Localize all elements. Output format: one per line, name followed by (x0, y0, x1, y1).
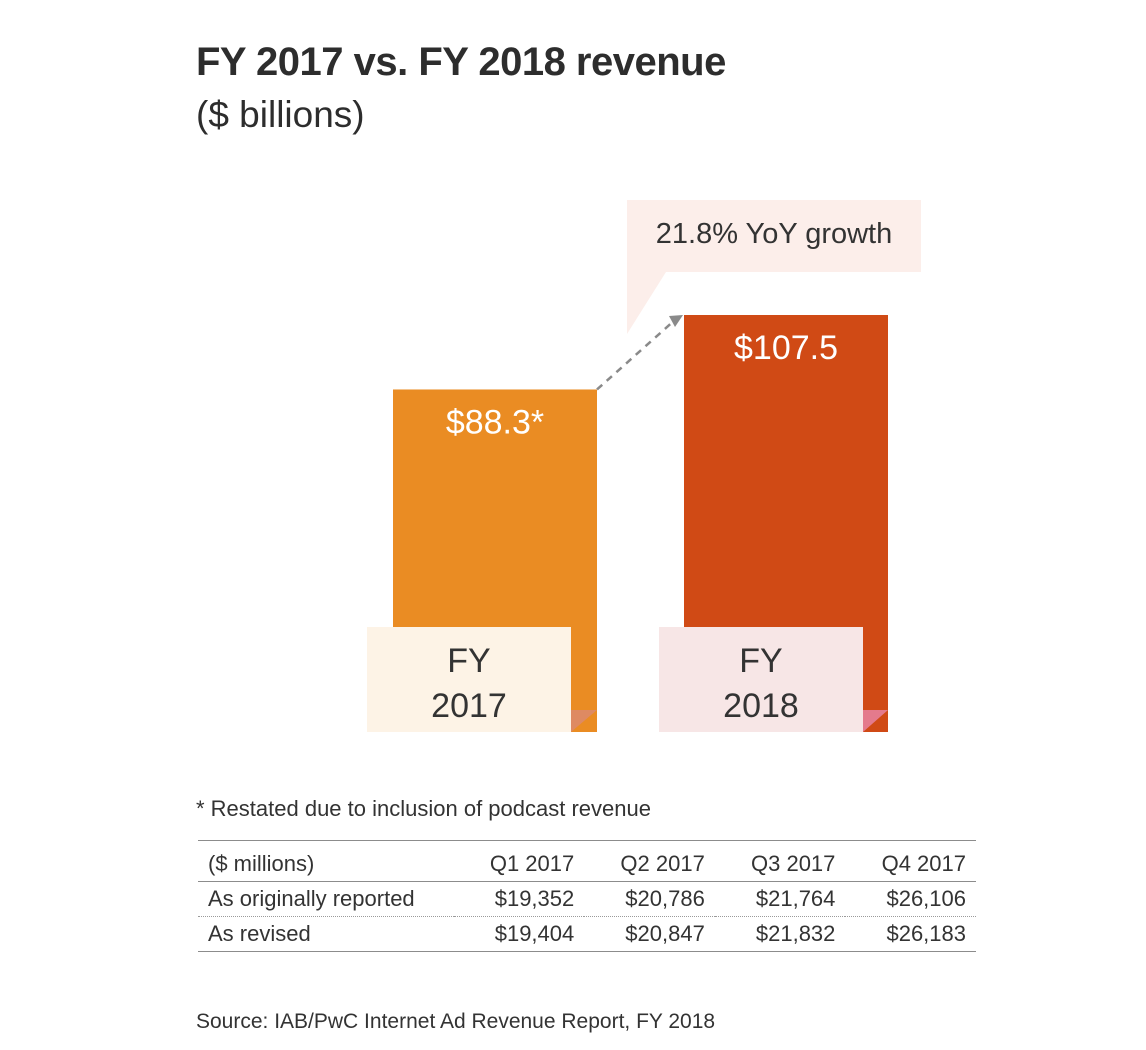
cell-q3: $21,764 (755, 886, 836, 911)
restated-footnote: * Restated due to inclusion of podcast r… (196, 796, 651, 821)
table-header-q4: Q4 2017 (881, 851, 966, 876)
row-label: As revised (208, 921, 311, 946)
growth-arrow-head (669, 315, 683, 327)
bar-corner-fold (571, 710, 597, 732)
cell-q3: $21,832 (755, 921, 836, 946)
cell-q4: $26,106 (886, 886, 966, 911)
cell-q1: $19,404 (494, 921, 575, 946)
revenue-bar-chart: 21.8% YoY growth $88.3* FY 2017 $107.5 FY 201… (367, 200, 921, 732)
category-label-box (367, 627, 571, 732)
bar-value-label: $107.5 (734, 329, 838, 367)
category-label-box (659, 627, 863, 732)
cell-q2: $20,847 (625, 921, 705, 946)
table-header-q3: Q3 2017 (751, 851, 836, 876)
category-label-line2: 2018 (723, 687, 799, 725)
revision-table: ($ millions) Q1 2017 Q2 2017 Q3 2017 Q4 … (198, 840, 976, 952)
growth-arrow-line (596, 318, 677, 391)
chart-title: FY 2017 vs. FY 2018 revenue (196, 40, 726, 84)
cell-q2: $20,786 (625, 886, 705, 911)
table-row-original: As originally reported $19,352 $20,786 $… (198, 882, 976, 917)
category-label-line1: FY (739, 642, 782, 680)
source-note: Source: IAB/PwC Internet Ad Revenue Repo… (196, 1010, 716, 1033)
cell-q1: $19,352 (494, 886, 575, 911)
bar-value-label: $88.3* (446, 403, 544, 441)
chart-subtitle: ($ billions) (196, 94, 365, 135)
growth-callout-bubble (627, 200, 921, 334)
table-header-q1: Q1 2017 (489, 851, 575, 876)
row-label: As originally reported (208, 886, 415, 911)
bar-corner-fold (863, 710, 888, 732)
category-label-line2: 2017 (431, 687, 507, 725)
table-header-row: ($ millions) Q1 2017 Q2 2017 Q3 2017 Q4 … (198, 840, 976, 882)
cell-q4: $26,183 (886, 921, 966, 946)
table-header-units: ($ millions) (208, 851, 315, 876)
table-header-q2: Q2 2017 (620, 851, 705, 876)
table-row-revised: As revised $19,404 $20,847 $21,832 $26,1… (198, 917, 976, 952)
growth-callout-text: 21.8% YoY growth (656, 218, 893, 250)
category-label-line1: FY (447, 642, 490, 680)
